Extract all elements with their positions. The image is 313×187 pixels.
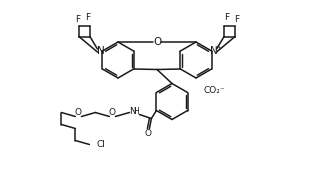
Text: H: H bbox=[134, 107, 139, 116]
Text: O: O bbox=[145, 129, 152, 138]
Text: Cl: Cl bbox=[96, 140, 105, 149]
Text: +: + bbox=[216, 45, 221, 50]
Text: O: O bbox=[75, 108, 82, 117]
Text: F: F bbox=[75, 15, 80, 24]
Text: F: F bbox=[224, 13, 229, 22]
Text: O: O bbox=[109, 108, 116, 117]
Text: N: N bbox=[210, 46, 218, 56]
Text: F: F bbox=[85, 13, 90, 22]
Text: CO₂⁻: CO₂⁻ bbox=[203, 86, 225, 95]
Text: F: F bbox=[234, 15, 239, 24]
Text: N: N bbox=[129, 107, 136, 116]
Text: O: O bbox=[153, 37, 161, 47]
Text: N: N bbox=[96, 46, 104, 56]
